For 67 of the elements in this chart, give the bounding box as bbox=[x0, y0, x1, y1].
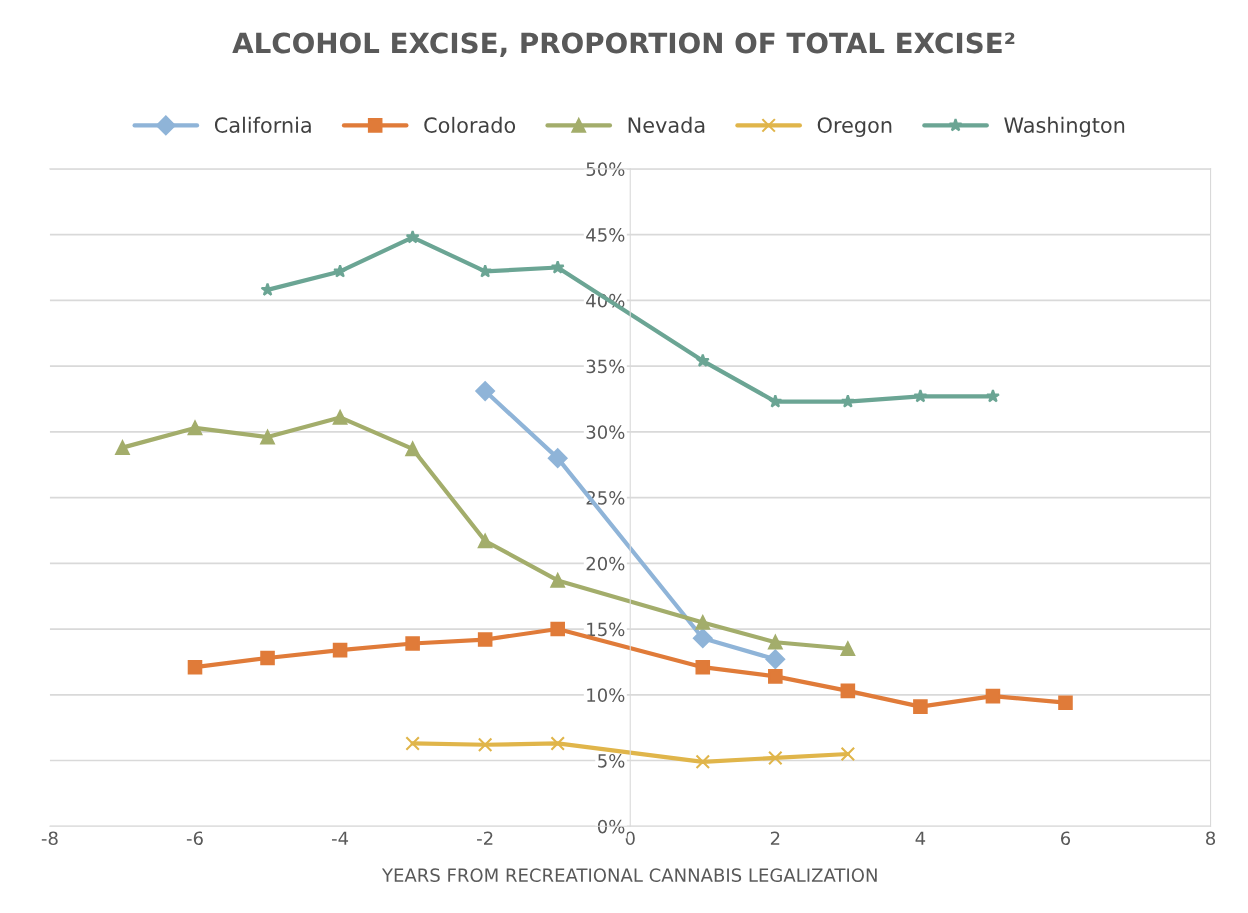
point bbox=[840, 394, 855, 408]
y-tick-label: 10% bbox=[587, 688, 625, 702]
point bbox=[768, 634, 783, 650]
point bbox=[260, 282, 275, 296]
point bbox=[477, 737, 493, 753]
point bbox=[768, 669, 783, 684]
x-tick-label: 6 bbox=[1061, 831, 1071, 846]
legend-label: California bbox=[214, 116, 311, 133]
y-tick-label: 20% bbox=[586, 556, 625, 571]
point bbox=[765, 649, 786, 670]
point bbox=[332, 410, 348, 425]
point bbox=[840, 683, 856, 699]
point bbox=[768, 750, 783, 766]
x-tick-label: 4 bbox=[915, 831, 926, 845]
point bbox=[840, 746, 856, 762]
x-tick-label: -4 bbox=[331, 831, 349, 845]
x-axis-title: YEARS FROM RECREATIONAL CANNABIS LEGALIZATION bbox=[381, 868, 877, 883]
point bbox=[695, 353, 710, 367]
legend-label: Washington bbox=[1004, 116, 1125, 138]
y-tick-label: 45% bbox=[586, 228, 625, 242]
point bbox=[550, 260, 565, 274]
point bbox=[187, 420, 203, 436]
point bbox=[477, 632, 493, 647]
point bbox=[405, 636, 420, 651]
y-tick-label: 50% bbox=[586, 162, 625, 177]
point bbox=[333, 264, 348, 278]
point bbox=[332, 642, 348, 658]
point bbox=[695, 615, 711, 630]
y-tick-label: 15% bbox=[587, 622, 625, 637]
y-tick-label: 30% bbox=[586, 425, 625, 439]
point bbox=[985, 688, 1001, 704]
point bbox=[1058, 695, 1073, 710]
legend-label: Colorado bbox=[424, 116, 516, 133]
point bbox=[260, 429, 275, 445]
point bbox=[477, 533, 493, 549]
point bbox=[478, 264, 493, 278]
point bbox=[768, 394, 783, 408]
point bbox=[913, 699, 928, 714]
legend-label: Nevada bbox=[628, 116, 705, 133]
point bbox=[840, 641, 856, 657]
point bbox=[475, 381, 496, 401]
point bbox=[405, 736, 420, 751]
y-tick-label: 35% bbox=[586, 359, 625, 374]
point bbox=[547, 448, 568, 469]
y-tick-label: 0% bbox=[597, 819, 625, 834]
x-tick-label: 0 bbox=[625, 831, 635, 846]
x-tick-label: -8 bbox=[41, 831, 58, 846]
x-tick-label: -6 bbox=[186, 831, 203, 846]
point bbox=[550, 736, 565, 751]
point bbox=[115, 440, 130, 455]
y-tick-label: 5% bbox=[598, 753, 625, 768]
legend-label: Oregon bbox=[817, 117, 892, 138]
point bbox=[695, 754, 711, 770]
point bbox=[692, 628, 713, 649]
point bbox=[985, 389, 1000, 403]
point bbox=[550, 621, 565, 637]
point bbox=[405, 229, 420, 244]
x-tick-label: -2 bbox=[477, 831, 493, 845]
point bbox=[260, 650, 275, 666]
x-tick-label: 8 bbox=[1206, 831, 1216, 846]
point bbox=[695, 659, 711, 675]
x-tick-label: 2 bbox=[770, 831, 780, 845]
point bbox=[913, 389, 928, 403]
chart-title: ALCOHOL EXCISE, PROPORTION OF TOTAL EXCISE² bbox=[232, 32, 1015, 58]
point bbox=[187, 659, 203, 675]
point bbox=[550, 573, 565, 588]
point bbox=[405, 441, 420, 457]
